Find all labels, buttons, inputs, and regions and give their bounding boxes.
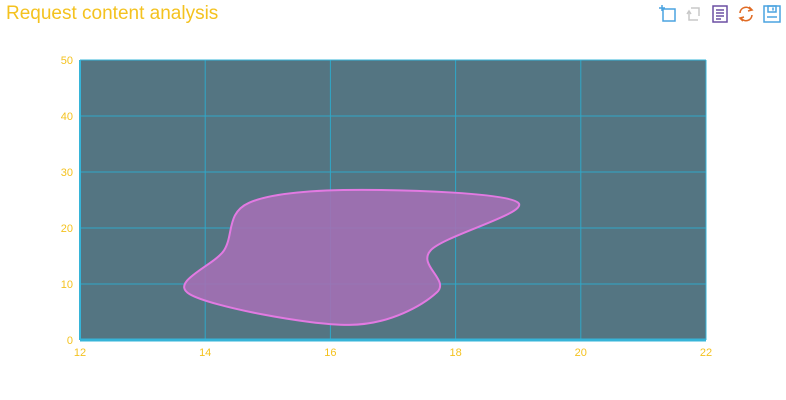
- y-tick-label: 10: [61, 279, 73, 291]
- chart-title: Request content analysis: [6, 3, 219, 24]
- zoom-reset-icon[interactable]: [684, 4, 704, 24]
- restore-icon[interactable]: [736, 4, 756, 24]
- y-tick-label: 20: [61, 223, 73, 235]
- x-tick-label: 18: [449, 347, 461, 359]
- zoom-icon[interactable]: [658, 4, 678, 24]
- y-tick-label: 30: [61, 167, 73, 179]
- toolbox: [658, 4, 782, 24]
- x-tick-label: 16: [324, 347, 336, 359]
- x-tick-label: 14: [199, 347, 211, 359]
- save-image-icon[interactable]: [762, 4, 782, 24]
- area-series: [183, 188, 521, 326]
- x-tick-label: 22: [700, 347, 712, 359]
- x-tick-label: 20: [575, 347, 587, 359]
- y-tick-label: 40: [61, 111, 73, 123]
- data-view-icon[interactable]: [710, 4, 730, 24]
- y-tick-label: 0: [67, 335, 73, 347]
- y-tick-label: 50: [61, 55, 73, 67]
- x-tick-label: 12: [74, 347, 86, 359]
